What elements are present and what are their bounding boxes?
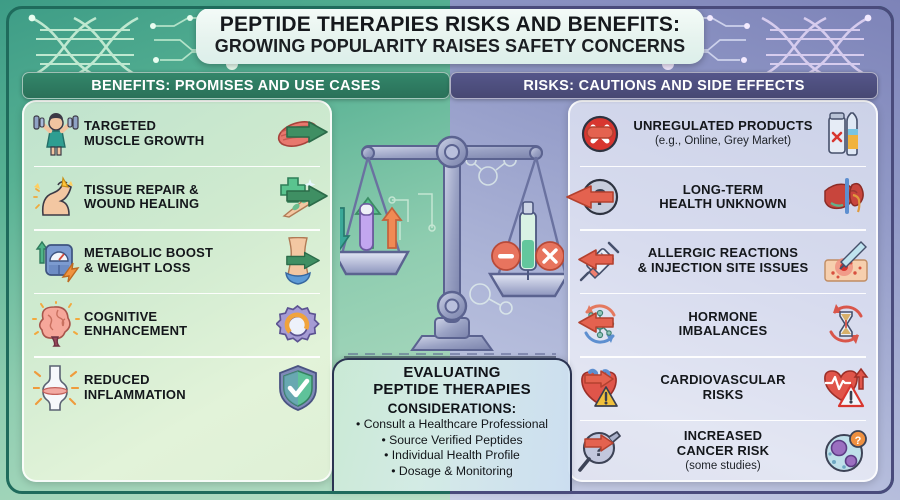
risk-arrow-left-4 xyxy=(578,312,614,333)
center-title-line1: EVALUATING xyxy=(403,364,501,381)
list-item[interactable]: ? INCREASED CANCER RISK (some studies) ? xyxy=(570,419,876,481)
balance-scale-icon xyxy=(340,135,564,355)
heartbeat-warning-icon xyxy=(822,367,870,409)
list-item: Source Verified Peptides xyxy=(340,433,564,449)
brain-icon xyxy=(30,301,82,347)
section-header-risks: RISKS: CAUTIONS AND SIDE EFFECTS xyxy=(450,72,878,99)
list-item[interactable]: ALLERGIC REACTIONS & INJECTION SITE ISSU… xyxy=(570,229,876,293)
list-item-label-line2: ENHANCEMENT xyxy=(84,323,188,339)
list-item-text: LONG-TERM HEALTH UNKNOWN xyxy=(624,181,822,212)
cancer-cell-icon: ? xyxy=(822,429,870,473)
center-callout: EVALUATING PEPTIDE THERAPIES CONSIDERATI… xyxy=(332,358,572,494)
list-item-text: METABOLIC BOOST & WEIGHT LOSS xyxy=(82,245,272,275)
list-item[interactable]: COGNITIVE ENHANCEMENT xyxy=(24,292,330,357)
risk-arrow-left-3 xyxy=(578,249,614,270)
considerations-label: CONSIDERATIONS: xyxy=(387,401,517,416)
list-item-label-line2: MUSCLE GROWTH xyxy=(84,132,205,148)
risk-arrow-right-5 xyxy=(584,370,614,388)
list-item-text: CARDIOVASCULAR RISKS xyxy=(624,372,822,402)
list-item-label-line1: ALLERGIC REACTIONS xyxy=(647,245,799,261)
vials-icon xyxy=(822,111,870,157)
list-item-label-line2: HEALTH UNKNOWN xyxy=(659,196,787,212)
list-item-text: ALLERGIC REACTIONS & INJECTION SITE ISSU… xyxy=(624,245,822,275)
list-item[interactable]: METABOLIC BOOST & WEIGHT LOSS xyxy=(24,229,330,293)
gear-icon xyxy=(272,302,324,346)
list-item-sublabel: (e.g., Online, Grey Market) xyxy=(654,134,792,147)
weightlifter-icon xyxy=(30,112,82,156)
list-item-label-line2: WOUND HEALING xyxy=(84,196,200,212)
center-title-line2: PEPTIDE THERAPIES xyxy=(373,380,531,398)
risk-arrow-dash-1 xyxy=(586,126,614,139)
list-item-label-line2: & WEIGHT LOSS xyxy=(84,259,191,275)
liver-kidney-icon xyxy=(822,177,870,217)
list-item-label-line1: LONG-TERM xyxy=(682,181,764,197)
list-item[interactable]: ? LONG-TERM HEALTH UNKNOWN xyxy=(570,165,876,230)
list-item: Dosage & Monitoring xyxy=(340,464,564,480)
list-item: Consult a Healthcare Professional xyxy=(340,417,564,433)
list-item-label-line1: METABOLIC BOOST xyxy=(84,245,214,261)
risk-arrow-right-6 xyxy=(584,434,614,452)
list-item[interactable]: TISSUE REPAIR & WOUND HEALING xyxy=(24,165,330,230)
list-item[interactable]: HORMONE IMBALANCES xyxy=(570,292,876,357)
list-item[interactable]: UNREGULATED PRODUCTS (e.g., Online, Grey… xyxy=(570,102,876,166)
title-card: PEPTIDE THERAPIES RISKS AND BENEFITS: GR… xyxy=(196,8,704,64)
weight-scale-icon xyxy=(30,239,82,283)
list-item-text: REDUCED INFLAMMATION xyxy=(82,372,272,402)
list-item-sublabel: (some studies) xyxy=(685,459,761,472)
list-item-label-line2: INFLAMMATION xyxy=(84,386,186,402)
list-item-label-line1: REDUCED xyxy=(84,372,150,388)
risk-arrow-left-2 xyxy=(566,185,614,209)
hourglass-cycle-icon xyxy=(822,303,870,345)
list-item-label-line1: TISSUE REPAIR & xyxy=(84,181,199,197)
flexed-bicep-icon xyxy=(30,175,82,219)
list-item: Individual Health Profile xyxy=(340,448,564,464)
page-title: PEPTIDE THERAPIES RISKS AND BENEFITS: xyxy=(219,12,681,36)
considerations-list: Consult a Healthcare Professional Source… xyxy=(340,417,564,479)
panel-benefits: TARGETED MUSCLE GROWTH xyxy=(22,100,332,482)
page-subtitle: GROWING POPULARITY RAISES SAFETY CONCERN… xyxy=(214,35,686,56)
list-item-label-line1: UNREGULATED PRODUCTS xyxy=(633,118,813,134)
list-item-text: INCREASED CANCER RISK (some studies) xyxy=(624,429,822,473)
list-item-label-line1: INCREASED xyxy=(683,428,763,444)
list-item-text: TARGETED MUSCLE GROWTH xyxy=(82,118,272,148)
list-item[interactable]: CARDIOVASCULAR RISKS xyxy=(570,356,876,420)
list-item-label-line1: COGNITIVE xyxy=(84,308,158,324)
list-item-label-line2: IMBALANCES xyxy=(678,323,768,339)
benefit-arrow-right-3 xyxy=(286,251,320,270)
panel-risks: UNREGULATED PRODUCTS (e.g., Online, Grey… xyxy=(568,100,878,482)
list-item-text: TISSUE REPAIR & WOUND HEALING xyxy=(82,181,272,212)
benefit-arrow-right-1 xyxy=(286,121,328,143)
list-item-text: UNREGULATED PRODUCTS (e.g., Online, Grey… xyxy=(624,119,822,148)
list-item-label-line1: HORMONE xyxy=(688,308,758,324)
list-item-label-line2: & INJECTION SITE ISSUES xyxy=(637,259,809,275)
list-item-label-line2: RISKS xyxy=(702,386,744,402)
list-item-text: COGNITIVE ENHANCEMENT xyxy=(82,308,272,339)
list-item-label-line2: CANCER RISK xyxy=(676,443,770,459)
list-item-text: HORMONE IMBALANCES xyxy=(624,308,822,339)
benefit-arrow-right-2 xyxy=(286,185,328,207)
list-item[interactable]: REDUCED INFLAMMATION xyxy=(24,356,330,420)
skin-reaction-icon xyxy=(822,240,870,282)
list-item[interactable]: TARGETED MUSCLE GROWTH xyxy=(24,102,330,166)
center-divider xyxy=(344,356,556,358)
list-item-label-line1: CARDIOVASCULAR xyxy=(660,372,786,388)
svg-text:?: ? xyxy=(855,435,862,447)
shield-check-icon xyxy=(272,364,324,412)
joint-icon xyxy=(30,364,82,412)
section-header-benefits: BENEFITS: PROMISES AND USE CASES xyxy=(22,72,450,99)
center-title: EVALUATING PEPTIDE THERAPIES xyxy=(340,364,564,398)
list-item-label-line1: TARGETED xyxy=(84,118,157,134)
